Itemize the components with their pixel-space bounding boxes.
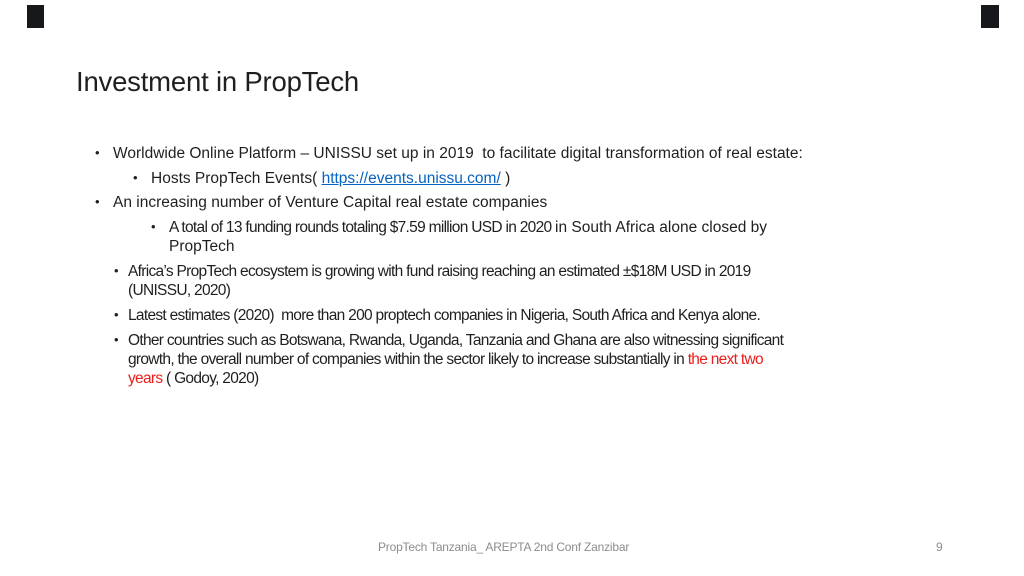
bullet-icon: • [151, 219, 156, 235]
hyperlink[interactable]: https://events.unissu.com/ [321, 169, 501, 187]
bullet-text: Hosts PropTech Events( https://events.un… [151, 170, 510, 187]
bullet-text: A total of 13 funding rounds totaling $7… [169, 219, 767, 255]
bullet-item: • Africa’s PropTech ecosystem is growing … [0, 262, 1024, 300]
text-segment: Hosts PropTech Events( [151, 169, 322, 187]
text-segment: An increasing number of Venture Capital … [113, 194, 548, 212]
footer-caption: PropTech Tanzania_ AREPTA 2nd Conf Zanzi… [378, 540, 630, 554]
text-segment: PropTech [169, 238, 235, 256]
bullet-icon: • [95, 145, 100, 160]
text-segment: Latest estimates (2020) more than 200 pr… [128, 306, 761, 324]
text-segment: Other countries such as Botswana, Rwanda… [128, 331, 784, 349]
text-segment: Worldwide Online Platform – UNISSU set u… [113, 145, 803, 162]
page-number: 9 [936, 540, 943, 554]
bullet-item: • An increasing number of Venture Capital… [0, 193, 1024, 212]
bullet-text: An increasing number of Venture Capital … [113, 194, 547, 211]
text-segment: growth, the overall number of companies … [128, 350, 688, 368]
bullet-item: • Latest estimates (2020) more than 200 p… [0, 306, 1024, 325]
bullet-item: • Worldwide Online Platform – UNISSU set … [0, 144, 1024, 163]
bullet-text: Other countries such as Botswana, Rwanda… [128, 331, 784, 388]
text-segment: years [128, 370, 163, 388]
bullet-icon: • [95, 194, 100, 210]
bullet-icon: • [114, 331, 119, 347]
bullet-item: • Hosts PropTech Events( https://events.u… [0, 169, 1024, 188]
bullet-item: • Other countries such as Botswana, Rwand… [0, 331, 1024, 389]
bullet-text: Africa’s PropTech ecosystem is growing w… [128, 263, 751, 299]
text-segment: in South Africa alone closed by [555, 219, 768, 237]
bullet-icon: • [114, 263, 119, 279]
bullet-list: • Worldwide Online Platform – UNISSU set … [0, 144, 1024, 394]
page-title: Investment in PropTech [76, 66, 359, 97]
bullet-item: • A total of 13 funding rounds totaling $… [0, 218, 1024, 256]
corner-mark-left [27, 5, 44, 28]
bullet-icon: • [114, 306, 119, 322]
bullet-text: Worldwide Online Platform – UNISSU set u… [113, 145, 803, 162]
bullet-text: Latest estimates (2020) more than 200 pr… [128, 306, 761, 324]
text-segment: (UNISSU, 2020) [128, 282, 231, 300]
bullet-icon: • [133, 169, 138, 185]
text-segment: Africa’s PropTech ecosystem is growing w… [128, 263, 751, 281]
text-segment: ) [500, 169, 511, 187]
corner-mark-right [981, 5, 999, 28]
text-segment: ( Godoy, 2020) [162, 370, 259, 388]
text-segment: the next two [687, 350, 764, 368]
text-segment: A total of 13 funding rounds totaling $7… [169, 219, 556, 237]
